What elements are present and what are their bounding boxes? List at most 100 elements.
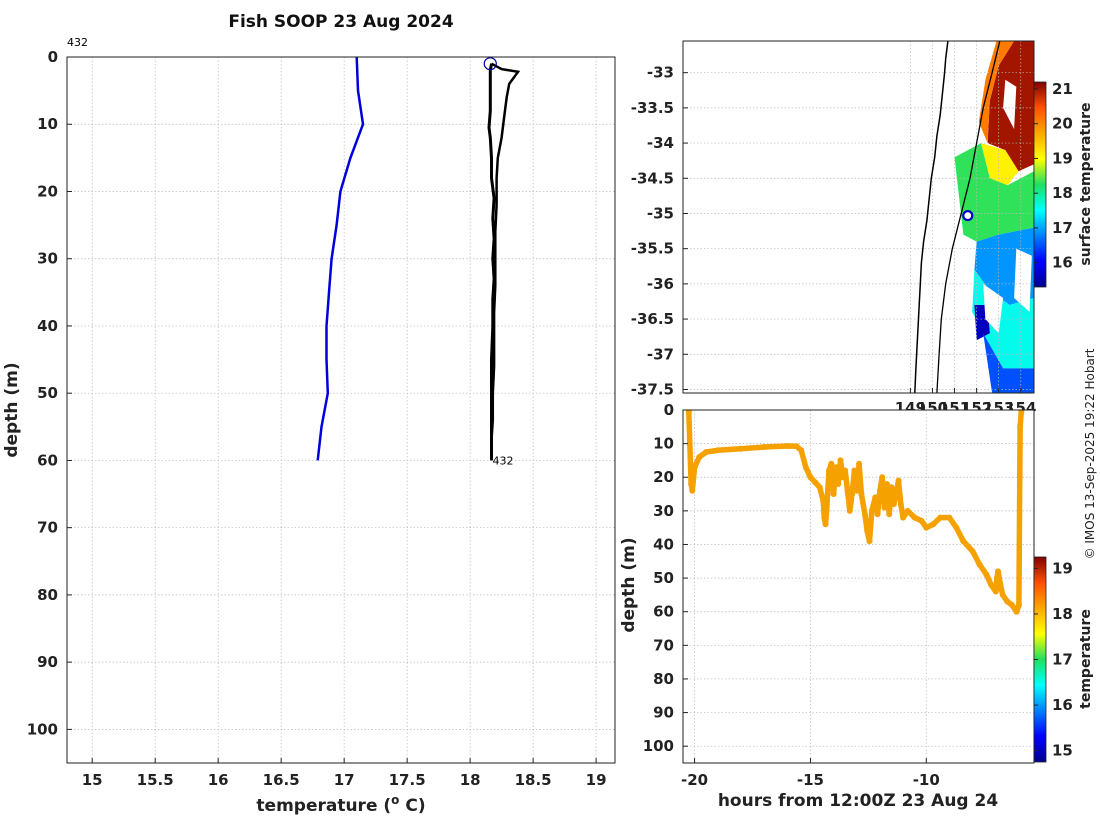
cloud-gap-2	[1014, 248, 1032, 312]
dt-point-11	[798, 447, 805, 454]
dt-point-57	[937, 514, 944, 521]
profile-x-tick-4: 17	[334, 771, 355, 789]
profile-y-tick-1: 10	[37, 115, 58, 133]
profile-y-tick-0: 0	[48, 48, 58, 66]
profile-x-tick-5: 17.5	[389, 771, 426, 789]
map-y-tick-3: -34.5	[631, 169, 674, 187]
dt-point-68	[997, 581, 1004, 588]
dt-point-74	[1017, 423, 1024, 430]
depth-time-track	[686, 410, 1025, 615]
climatology-line	[316, 57, 365, 461]
credit-text: © IMOS 13-Sep-2025 19:22 Hobart	[1083, 348, 1097, 559]
profile-frame	[66, 56, 616, 764]
profile-y-ticks: 0 10 20 30 40 50 60 70 80 90 100	[27, 48, 72, 738]
coastline	[914, 41, 949, 393]
dt-point-19	[823, 507, 830, 514]
dt-y-label: depth (m)	[619, 537, 639, 632]
map-grid	[683, 41, 1034, 393]
profile-x-tick-0: 15	[82, 771, 103, 789]
dt-point-21	[828, 460, 835, 467]
profile-y-tick-10: 100	[27, 720, 58, 738]
dt-y-tick-8: 80	[653, 670, 674, 688]
dt-point-31	[851, 467, 858, 474]
dt-point-10	[793, 443, 800, 450]
dt-point-40	[874, 511, 881, 518]
dt-point-23	[832, 464, 839, 471]
dt-point-6	[714, 447, 721, 454]
dt-point-38	[868, 507, 875, 514]
profile-plot-area	[67, 57, 615, 763]
dt-x-tick-2: -10	[913, 771, 940, 789]
dt-point-29	[846, 507, 853, 514]
dt-point-69	[999, 591, 1006, 598]
map-y-tick-9: -37.5	[631, 380, 674, 398]
dt-y-tick-4: 40	[653, 535, 674, 553]
surface-marker	[483, 57, 497, 71]
profile-y-tick-6: 60	[37, 451, 58, 469]
map-y-tick-4: -35	[647, 204, 674, 222]
map-y-ticks: -33 -33.5 -34 -34.5 -35 -35.5 -36 -36.5 -37 -37.5	[631, 64, 688, 398]
map-y-tick-7: -36.5	[631, 310, 674, 328]
dt-y-tick-3: 30	[653, 502, 674, 520]
map-y-tick-6: -36	[647, 275, 674, 293]
dt-point-53	[911, 514, 918, 521]
profile-y-tick-4: 40	[37, 317, 58, 335]
map-cbar-ticks-label-1: 17	[1052, 219, 1073, 237]
dt-colorbar-label: temperature	[1078, 609, 1094, 709]
dt-cbar-ticks-label-3: 18	[1052, 605, 1073, 623]
dt-y-tick-6: 60	[653, 603, 674, 621]
dt-point-65	[992, 588, 999, 595]
sst-region-1	[978, 41, 1015, 144]
dt-point-49	[895, 477, 902, 484]
profile-y-tick-9: 90	[37, 653, 58, 671]
dt-point-1	[688, 481, 695, 487]
dt-point-63	[983, 571, 990, 578]
station-marker	[962, 209, 974, 222]
map-y-tick-5: -35.5	[631, 240, 674, 258]
dt-y-tick-9: 90	[653, 704, 674, 722]
cloud-gap-0	[1003, 79, 1017, 129]
dt-point-54	[918, 517, 925, 524]
dt-point-5	[703, 449, 710, 455]
dt-point-9	[784, 443, 791, 449]
dt-point-45	[886, 511, 893, 518]
dt-point-17	[821, 514, 828, 521]
dt-y-tick-0: 0	[664, 401, 674, 419]
profile-x-ticks: 15 15.5 16 16.5 17 17.5 18 18.5 19	[82, 758, 607, 789]
dt-point-35	[861, 511, 868, 518]
profile-x-tick-8: 19	[586, 771, 607, 789]
dt-x-label: hours from 12:00Z 23 Aug 24	[718, 791, 999, 811]
dt-point-13	[807, 474, 814, 481]
dt-point-66	[993, 575, 1000, 582]
dt-point-3	[691, 464, 698, 471]
depth-time-chart: -20 -15 -10 0 10 20 30 40 50 60 70 80 90 100 hours f…	[619, 401, 1094, 811]
dt-point-28	[844, 487, 851, 494]
dt-colorbar-ticks: 15 16 17 18 19	[1034, 559, 1073, 760]
dt-point-48	[893, 491, 900, 497]
downcast-line	[490, 62, 521, 461]
profile-x-tick-6: 18	[460, 771, 481, 789]
dt-point-32	[853, 487, 860, 494]
dt-point-8	[761, 444, 768, 450]
map-cbar-ticks-label-0: 16	[1052, 254, 1073, 272]
dt-x-tick-0: -20	[681, 771, 708, 789]
profile-x-tick-1: 15.5	[137, 771, 174, 789]
dt-point-24	[835, 481, 842, 487]
map-cbar-ticks-label-3: 19	[1052, 149, 1073, 167]
dt-point-37	[866, 538, 873, 545]
dt-point-4	[696, 454, 703, 461]
dt-point-72	[1013, 608, 1020, 615]
dt-point-46	[888, 484, 895, 491]
dt-point-67	[995, 568, 1002, 575]
profile-x-tick-2: 16	[208, 771, 229, 789]
dt-cbar-ticks-label-4: 19	[1052, 559, 1073, 577]
dt-point-20	[826, 467, 832, 474]
profile-annotation-bottom: 432	[493, 454, 514, 467]
profile-y-tick-2: 20	[37, 182, 58, 200]
profile-y-label: depth (m)	[2, 362, 22, 457]
dt-point-75	[1018, 410, 1025, 415]
dt-point-34	[858, 491, 865, 497]
map-y-tick-8: -37	[647, 345, 674, 363]
